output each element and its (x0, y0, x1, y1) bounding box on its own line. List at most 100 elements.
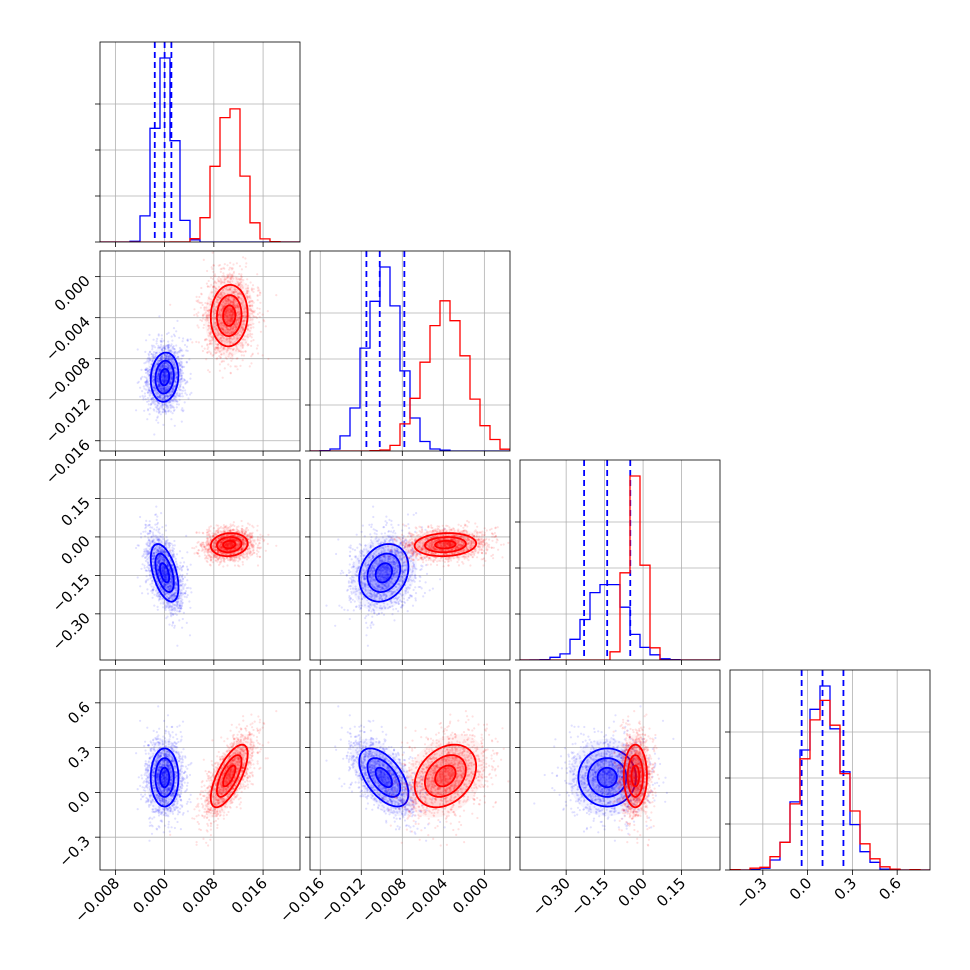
sample-point (227, 274, 230, 277)
sample-point (230, 331, 233, 334)
sample-point (164, 410, 167, 413)
sample-point (220, 327, 223, 330)
sample-point (236, 318, 239, 321)
sample-point (224, 331, 227, 334)
sample-point (252, 287, 255, 291)
sample-point (202, 314, 205, 317)
sample-point (207, 324, 210, 327)
sample-point (183, 379, 186, 382)
sample-point (229, 371, 232, 374)
sample-point (218, 309, 221, 312)
sample-point (162, 397, 165, 400)
sample-point (229, 326, 232, 329)
sample-point (158, 370, 161, 373)
sample-point (250, 355, 253, 358)
sample-point (189, 587, 192, 590)
sample-point (236, 337, 239, 340)
sample-point (156, 361, 159, 364)
sample-point (256, 307, 259, 310)
sample-point (147, 356, 150, 359)
sample-point (185, 534, 188, 538)
sample-point (226, 315, 229, 318)
sample-point (240, 268, 243, 271)
sample-point (180, 389, 183, 392)
sample-point (219, 315, 222, 318)
sample-point (197, 311, 200, 314)
sample-point (220, 353, 223, 356)
sample-point (179, 370, 182, 373)
sample-point (169, 374, 172, 377)
sample-point (240, 519, 243, 523)
sample-point (232, 347, 235, 350)
sample-point (156, 375, 159, 378)
sample-point (242, 279, 245, 282)
sample-point (215, 298, 218, 301)
sample-point (221, 322, 224, 325)
sample-point (228, 314, 231, 317)
sample-point (139, 395, 142, 398)
sample-point (159, 388, 162, 391)
sample-point (181, 556, 184, 560)
sample-point (156, 379, 159, 382)
sample-point (182, 387, 185, 390)
sample-point (139, 386, 142, 389)
sample-point (234, 288, 237, 291)
sample-point (179, 360, 182, 363)
sample-point (231, 355, 234, 358)
sample-point (175, 372, 178, 375)
sample-point (160, 388, 163, 391)
sample-point (165, 370, 168, 374)
sample-point (225, 310, 228, 313)
sample-point (178, 365, 181, 368)
sample-point (225, 330, 228, 333)
sample-point (164, 607, 167, 610)
sample-point (162, 370, 166, 373)
sample-point (241, 324, 244, 328)
sample-point (248, 305, 251, 308)
sample-point (173, 351, 176, 354)
sample-point (205, 306, 208, 309)
sample-point (212, 264, 215, 267)
sample-point (179, 561, 182, 564)
sample-point (203, 347, 206, 350)
sample-point (214, 326, 217, 329)
sample-point (168, 382, 171, 385)
sample-point (173, 395, 176, 398)
sample-point (230, 317, 233, 320)
sample-point (240, 297, 243, 300)
sample-point (146, 532, 149, 535)
sample-point (160, 356, 163, 359)
sample-point (237, 282, 240, 285)
sample-point (163, 408, 166, 411)
sample-point (243, 306, 246, 309)
sample-point (232, 313, 235, 316)
sample-point (158, 383, 161, 386)
sample-point (165, 378, 168, 381)
sample-point (226, 319, 229, 322)
sample-point (229, 319, 232, 322)
sample-point (231, 296, 234, 299)
sample-point (233, 324, 236, 327)
sample-point (165, 371, 168, 374)
sample-point (235, 325, 238, 328)
sample-point (157, 381, 160, 384)
panel-ticks (95, 103, 264, 247)
sample-point (148, 351, 151, 354)
sample-point (244, 265, 247, 268)
sample-point (224, 312, 227, 315)
sample-point (220, 291, 223, 294)
sample-point (162, 381, 165, 384)
sample-point (159, 386, 162, 390)
sample-point (247, 289, 250, 293)
sample-point (172, 397, 175, 400)
sample-point (228, 307, 231, 310)
sample-point (219, 356, 222, 359)
sample-point (227, 280, 230, 283)
sample-point (178, 379, 181, 382)
sample-point (208, 333, 211, 336)
sample-point (171, 388, 174, 391)
sample-point (167, 355, 170, 358)
sample-point (220, 324, 223, 327)
sample-point (228, 311, 232, 314)
sample-point (236, 304, 240, 307)
